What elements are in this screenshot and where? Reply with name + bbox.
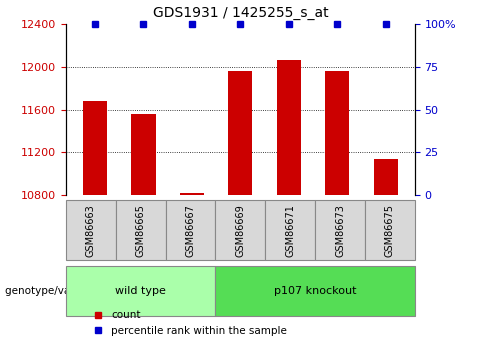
Text: GSM86675: GSM86675 (385, 204, 395, 257)
Bar (277, 60, 301, 195)
Text: GSM86669: GSM86669 (235, 204, 245, 257)
Bar (180, 193, 204, 195)
Text: GSM86663: GSM86663 (86, 204, 96, 257)
Legend: count, percentile rank within the sample: count, percentile rank within the sample (88, 306, 291, 340)
Text: GSM86665: GSM86665 (136, 204, 145, 257)
Text: p107 knockout: p107 knockout (274, 286, 356, 296)
Bar (131, 114, 156, 195)
Bar (374, 159, 398, 195)
Bar (325, 71, 349, 195)
Bar (228, 71, 252, 195)
Text: GSM86673: GSM86673 (335, 204, 345, 257)
Text: GSM86667: GSM86667 (185, 204, 196, 257)
Title: GDS1931 / 1425255_s_at: GDS1931 / 1425255_s_at (153, 6, 328, 20)
Bar (83, 101, 107, 195)
Text: wild type: wild type (115, 286, 166, 296)
Text: genotype/variation ▶: genotype/variation ▶ (5, 286, 115, 296)
Text: GSM86671: GSM86671 (285, 204, 295, 257)
